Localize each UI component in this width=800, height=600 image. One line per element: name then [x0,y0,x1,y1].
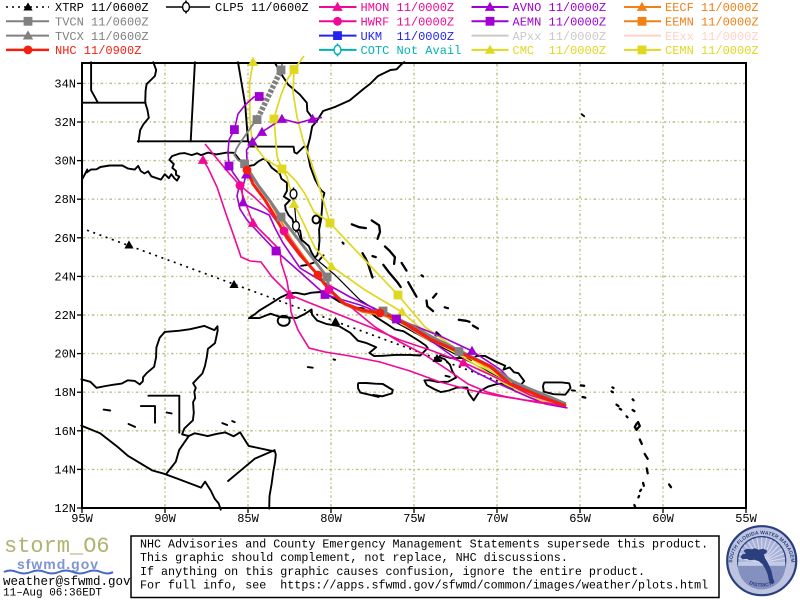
svg-text:30N: 30N [54,155,76,169]
svg-text:AEMN 11/0000Z: AEMN 11/0000Z [513,16,607,30]
svg-text:85W: 85W [237,512,259,526]
svg-text:75W: 75W [403,512,425,526]
svg-text:95W: 95W [71,512,93,526]
svg-text:CLP5 11/0600Z: CLP5 11/0600Z [215,1,309,15]
svg-text:TVCN 11/0600Z: TVCN 11/0600Z [55,16,149,30]
svg-text:90W: 90W [154,512,176,526]
svg-text:34N: 34N [54,77,76,91]
svg-text:If anything on this graphic ca: If anything on this graphic causes confu… [140,565,645,579]
svg-text:This graphic should complement: This graphic should complement, not repl… [140,551,568,565]
svg-text:70W: 70W [486,512,508,526]
svg-text:APxx 11/0000Z: APxx 11/0000Z [513,30,607,44]
svg-text:NHC Advisories and County Emer: NHC Advisories and County Emergency Mana… [140,538,708,552]
svg-text:16N: 16N [54,425,76,439]
svg-text:12N: 12N [54,502,76,516]
svg-text:sfwmd.gov: sfwmd.gov [17,556,99,572]
svg-text:22N: 22N [54,309,76,323]
svg-text:CMC 11/0000Z: CMC 11/0000Z [513,44,607,58]
svg-text:storm_O6: storm_O6 [4,534,110,559]
svg-text:HMON 11/0000Z: HMON 11/0000Z [361,1,455,15]
svg-text:NHC 11/0900Z: NHC 11/0900Z [55,44,141,58]
svg-text:11–Aug 06:36EDT: 11–Aug 06:36EDT [3,588,102,600]
svg-text:80W: 80W [320,512,342,526]
svg-text:24N: 24N [54,270,76,284]
svg-text:18N: 18N [54,386,76,400]
svg-text:EEMN 11/0000Z: EEMN 11/0000Z [665,16,759,30]
svg-text:For full info, see https://ap: For full info, see https://apps.sfwmd.go… [140,579,708,593]
svg-text:weather@sfwmd.gov: weather@sfwmd.gov [3,575,131,589]
svg-text:EExx 11/0000Z: EExx 11/0000Z [665,30,759,44]
svg-text:COTC Not Avail: COTC Not Avail [361,44,462,58]
svg-text:XTRP 11/0600Z: XTRP 11/0600Z [55,1,149,15]
svg-text:32N: 32N [54,116,76,130]
svg-text:TVCX 11/0600Z: TVCX 11/0600Z [55,30,149,44]
svg-text:UKM 11/0000Z: UKM 11/0000Z [361,30,455,44]
svg-text:26N: 26N [54,232,76,246]
svg-text:14N: 14N [54,463,76,477]
svg-text:AVNO 11/0000Z: AVNO 11/0000Z [513,1,607,15]
svg-text:HWRF 11/0000Z: HWRF 11/0000Z [361,16,455,30]
svg-text:20N: 20N [54,348,76,362]
svg-text:DISTRICT: DISTRICT [748,580,773,589]
svg-text:65W: 65W [569,512,591,526]
svg-text:60W: 60W [652,512,674,526]
svg-text:CEMN 11/0000Z: CEMN 11/0000Z [665,44,759,58]
svg-text:55W: 55W [735,512,757,526]
svg-text:EECF 11/0000Z: EECF 11/0000Z [665,1,759,15]
svg-text:28N: 28N [54,193,76,207]
